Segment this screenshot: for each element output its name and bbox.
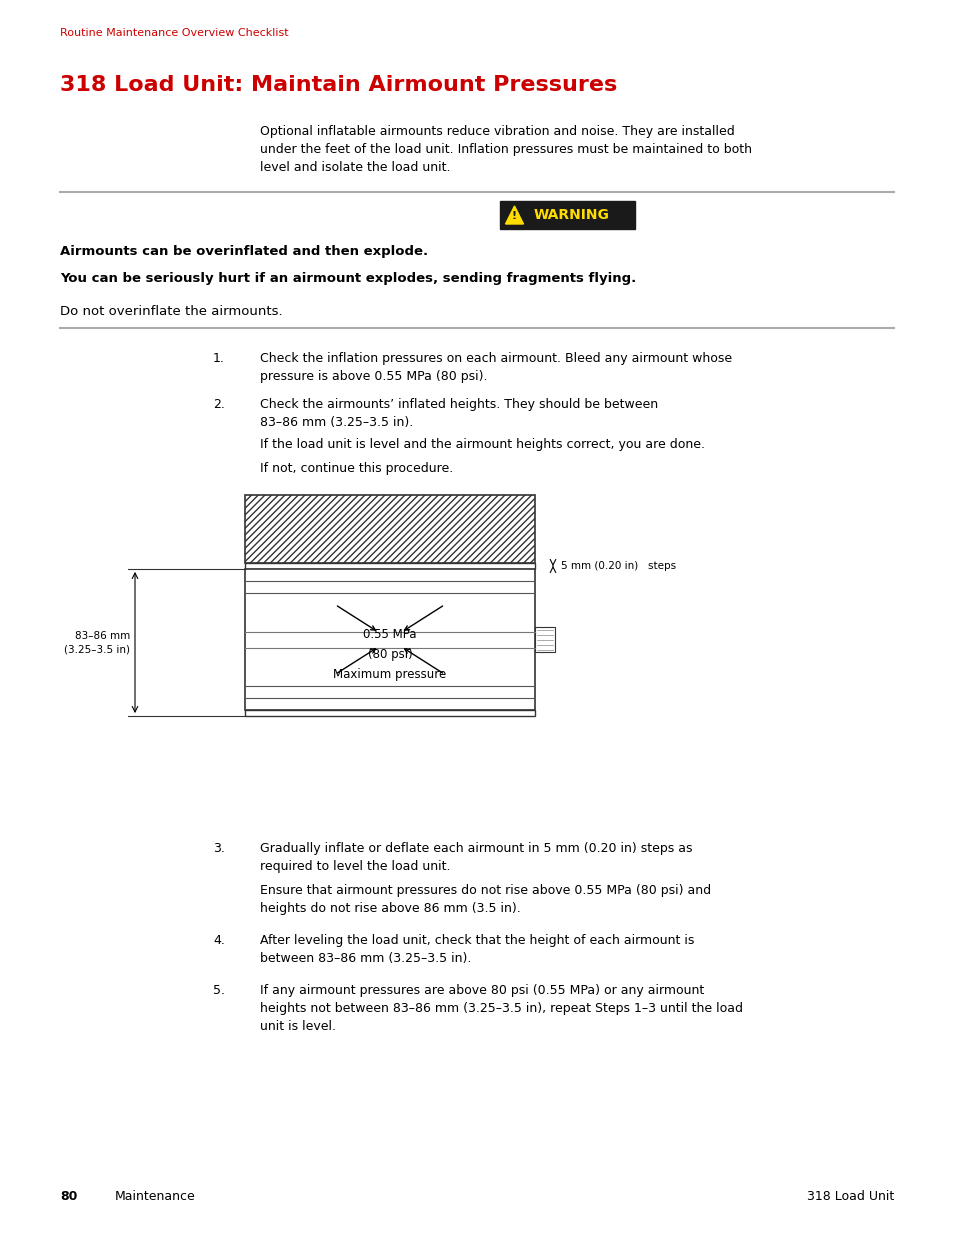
Text: 318 Load Unit: Maintain Airmount Pressures: 318 Load Unit: Maintain Airmount Pressur… [60,75,617,95]
Text: You can be seriously hurt if an airmount explodes, sending fragments flying.: You can be seriously hurt if an airmount… [60,272,636,285]
Text: 0.55 MPa: 0.55 MPa [363,629,416,641]
Polygon shape [505,206,523,224]
Text: 83–86 mm
(3.25–3.5 in): 83–86 mm (3.25–3.5 in) [64,631,130,655]
Text: 1.: 1. [213,352,225,366]
Bar [245,569,535,710]
Text: 5 mm (0.20 in)   steps: 5 mm (0.20 in) steps [560,561,676,571]
Text: Maintenance: Maintenance [115,1191,195,1203]
Bar [499,201,634,228]
Text: Check the inflation pressures on each airmount. Bleed any airmount whose
pressur: Check the inflation pressures on each ai… [260,352,731,383]
Text: Ensure that airmount pressures do not rise above 0.55 MPa (80 psi) and
heights d: Ensure that airmount pressures do not ri… [260,884,710,915]
Bar [245,563,535,569]
Text: WARNING: WARNING [534,207,609,222]
Text: Maximum pressure: Maximum pressure [333,668,446,680]
Bar [535,627,555,652]
Text: After leveling the load unit, check that the height of each airmount is
between : After leveling the load unit, check that… [260,934,694,965]
Text: 4.: 4. [213,934,225,947]
Text: If not, continue this procedure.: If not, continue this procedure. [260,462,453,475]
Text: Airmounts can be overinflated and then explode.: Airmounts can be overinflated and then e… [60,245,428,258]
Bar [245,710,535,716]
Text: 5.: 5. [213,984,225,997]
Text: If any airmount pressures are above 80 psi (0.55 MPa) or any airmount
heights no: If any airmount pressures are above 80 p… [260,984,742,1032]
Text: (80 psi): (80 psi) [367,648,412,661]
Text: 80: 80 [60,1191,77,1203]
Text: 3.: 3. [213,842,225,855]
Text: Do not overinflate the airmounts.: Do not overinflate the airmounts. [60,305,282,317]
Text: Check the airmounts’ inflated heights. They should be between
83–86 mm (3.25–3.5: Check the airmounts’ inflated heights. T… [260,398,658,429]
Text: Optional inflatable airmounts reduce vibration and noise. They are installed
und: Optional inflatable airmounts reduce vib… [260,125,751,174]
Text: 318 Load Unit: 318 Load Unit [806,1191,893,1203]
Text: !: ! [512,210,517,221]
Bar [245,495,535,563]
Text: 2.: 2. [213,398,225,411]
Text: Gradually inflate or deflate each airmount in 5 mm (0.20 in) steps as
required t: Gradually inflate or deflate each airmou… [260,842,692,873]
Text: If the load unit is level and the airmount heights correct, you are done.: If the load unit is level and the airmou… [260,438,704,451]
Text: Routine Maintenance Overview Checklist: Routine Maintenance Overview Checklist [60,28,289,38]
